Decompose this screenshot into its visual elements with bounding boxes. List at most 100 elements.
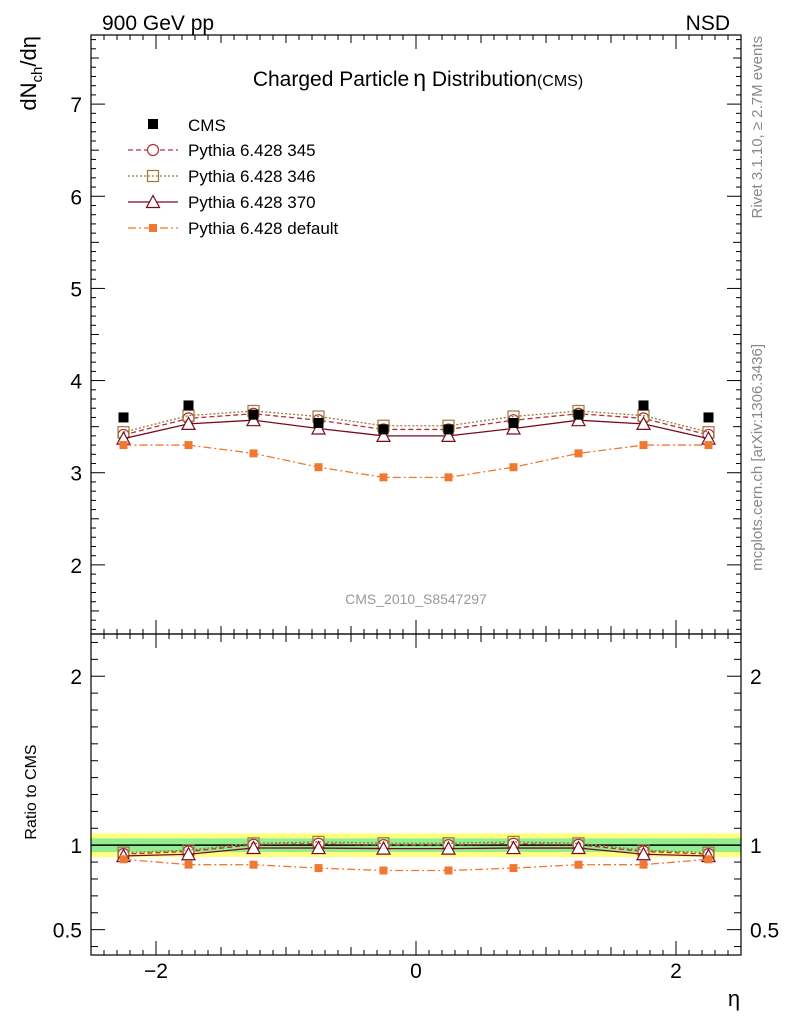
header-right: NSD (686, 12, 730, 35)
chart-title: Charged Particle η Distribution(CMS) (253, 65, 583, 91)
ratio-frame (90, 633, 742, 956)
chart-title-eta: η (413, 65, 426, 91)
series-point-3 (639, 441, 648, 450)
ratio-point-3 (574, 860, 583, 869)
ratio-axis-title: Ratio to CMS (23, 744, 40, 839)
y-axis-title-sub: ch (29, 67, 46, 83)
series-point-3 (249, 449, 258, 458)
series-line-3 (123, 444, 709, 478)
y-axis-title-rest: /dη (16, 36, 41, 67)
legend-label-0: Pythia 6.428 345 (188, 141, 316, 160)
main-panel: 2 3 4 5 6 7 (70, 34, 742, 635)
data-point (573, 409, 584, 420)
ratio-point-3 (379, 866, 388, 875)
series-line-0 (123, 413, 709, 436)
series-point-3 (314, 463, 323, 472)
ratio-tick-label-left: 2 (70, 666, 82, 689)
ratio-point-3 (639, 860, 648, 869)
y-tick-label: 7 (70, 94, 82, 117)
ratio-point-2 (245, 840, 262, 855)
ratio-point-2 (570, 840, 587, 855)
y-tick-label: 6 (70, 186, 82, 209)
series-point-2 (440, 428, 457, 442)
y-tick-label: 5 (70, 278, 82, 301)
series-line-1 (123, 410, 709, 433)
series-point-3 (119, 441, 128, 450)
data-point (248, 409, 259, 420)
ratio-point-2 (505, 840, 522, 855)
series-point-2 (570, 412, 587, 427)
series-point-2 (180, 416, 197, 430)
x-tick-label: −2 (144, 960, 168, 983)
ratio-tick-label-right: 0.5 (750, 920, 779, 943)
series-point-3 (704, 441, 713, 450)
legend-marker-data (148, 119, 158, 129)
x-tick-label: 0 (410, 960, 422, 983)
series-point-2 (505, 420, 522, 435)
ratio-line-2 (123, 847, 709, 857)
ratio-point-3 (314, 864, 323, 873)
legend: CMS Pythia 6.428 345 Pythia 6.428 346 Pythi… (128, 116, 339, 238)
data-point (638, 400, 649, 411)
ratio-line-3 (123, 858, 709, 872)
series-point-2 (375, 428, 392, 442)
rivet-label: Rivet 3.1.10, ≥ 2.7M events (749, 36, 766, 219)
series-point-3 (184, 441, 193, 450)
legend-marker-2 (145, 194, 161, 209)
series-point-2 (245, 412, 262, 427)
data-point (183, 400, 194, 411)
y-tick-label: 2 (70, 555, 82, 578)
ratio-line-0 (123, 843, 709, 855)
data-point (443, 424, 454, 435)
ratio-point-2 (635, 846, 652, 861)
chart-title-main: Charged Particle (253, 68, 409, 91)
data-point (703, 412, 714, 423)
ratio-point-3 (444, 866, 453, 875)
ratio-point-3 (704, 855, 713, 864)
legend-marker-1 (146, 169, 160, 183)
legend-label-2: Pythia 6.428 370 (188, 193, 316, 212)
data-point (313, 417, 324, 428)
series-point-3 (509, 463, 518, 472)
y-tick-label: 4 (70, 371, 82, 394)
series-point-3 (379, 473, 388, 482)
legend-label-1: Pythia 6.428 346 (188, 167, 316, 186)
chart-title-rest: Distribution (426, 68, 537, 91)
data-point (118, 412, 129, 423)
analysis-watermark: CMS_2010_S8547297 (345, 591, 487, 607)
series-line-2 (123, 419, 709, 440)
ratio-tick-label-right: 1 (750, 835, 762, 858)
legend-label-3: Pythia 6.428 default (188, 219, 339, 238)
mcplots-label: mcplots.cern.ch [arXiv:1306.3436] (749, 344, 766, 571)
ratio-line-1 (123, 841, 709, 854)
ratio-point-2 (375, 840, 392, 855)
legend-marker-0 (146, 143, 160, 157)
y-axis-title-main: dN (16, 82, 41, 110)
ratio-point-3 (119, 855, 128, 864)
legend-label-data: CMS (188, 116, 226, 135)
ratio-point-3 (509, 864, 518, 873)
series-point-3 (574, 449, 583, 458)
ratio-point-2 (310, 840, 327, 855)
ratio-point-2 (440, 840, 457, 855)
legend-marker-3 (149, 224, 157, 232)
ratio-panel: −2 0 2 0.5 0.5 1 1 2 2 (53, 633, 779, 983)
chart-title-suffix: (CMS) (537, 73, 583, 90)
ratio-point-3 (249, 860, 258, 869)
series-point-2 (635, 416, 652, 430)
ratio-tick-label-left: 0.5 (53, 920, 82, 943)
data-point (378, 424, 389, 435)
series-point-2 (310, 420, 327, 435)
x-axis-title: η (728, 986, 740, 1011)
ratio-point-3 (184, 860, 193, 869)
x-tick-label: 2 (670, 960, 682, 983)
ratio-tick-label-left: 1 (70, 835, 82, 858)
ratio-tick-label-right: 2 (750, 666, 762, 689)
series-point-3 (444, 473, 453, 482)
data-point (508, 417, 519, 428)
ratio-point-2 (180, 846, 197, 861)
y-tick-label: 3 (70, 463, 82, 486)
header-left: 900 GeV pp (102, 12, 214, 35)
y-axis-title: dNch/dη (16, 36, 46, 111)
